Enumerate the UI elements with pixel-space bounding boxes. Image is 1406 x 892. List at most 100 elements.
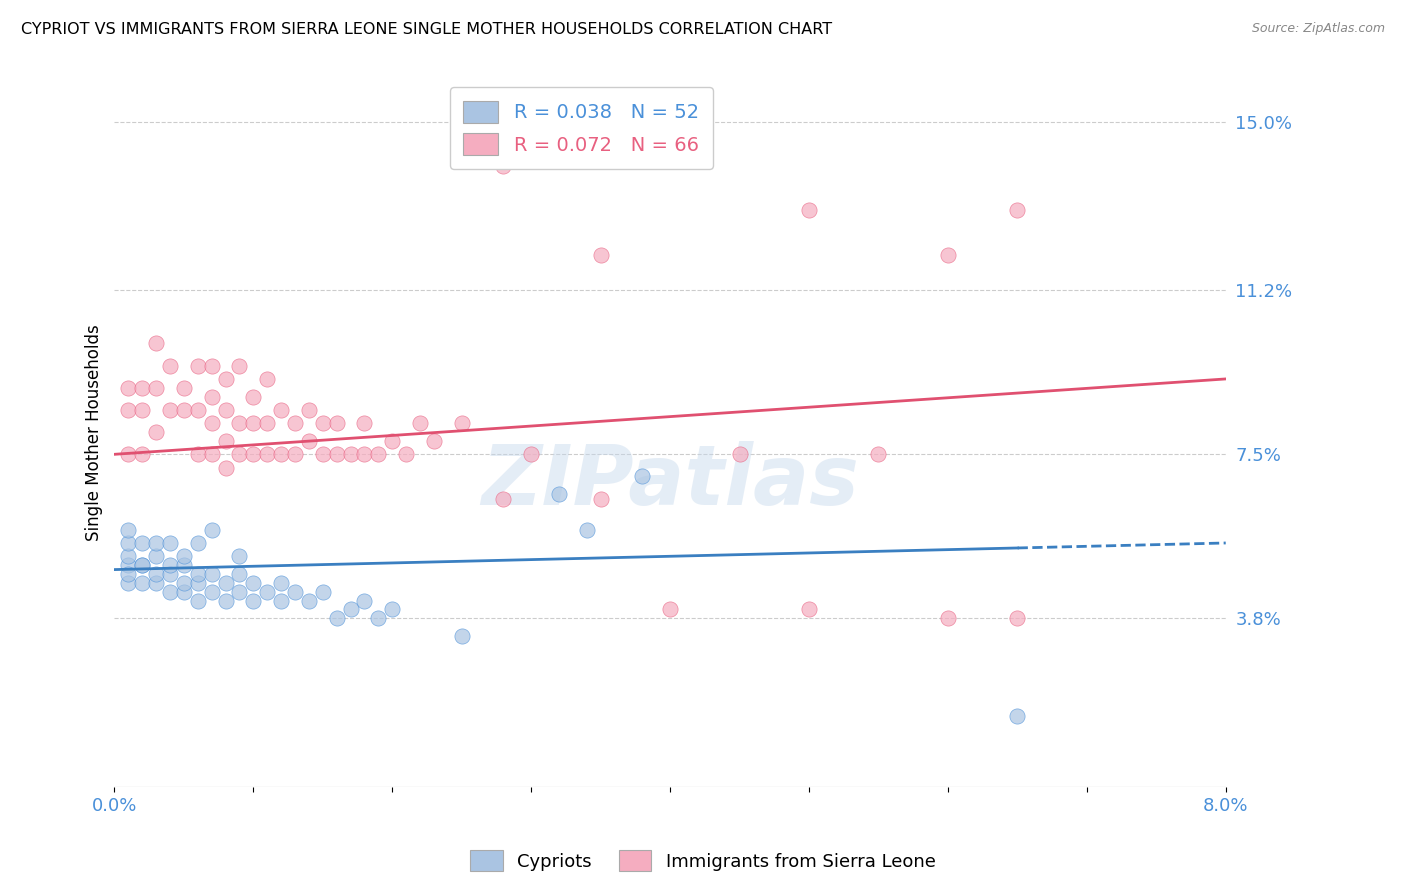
Point (284, 447, 307, 461)
Point (173, 575, 195, 590)
Point (367, 611, 389, 625)
Point (270, 447, 292, 461)
Point (450, 629, 472, 643)
Point (520, 447, 543, 461)
Point (339, 602, 361, 616)
Point (256, 584, 278, 599)
Point (228, 359, 250, 373)
Point (187, 593, 209, 607)
Point (117, 549, 139, 564)
Point (1007, 709, 1029, 723)
Point (159, 403, 181, 417)
Point (395, 447, 418, 461)
Point (381, 602, 404, 616)
Point (353, 417, 375, 431)
Point (173, 381, 195, 395)
Point (145, 567, 167, 582)
Point (117, 403, 139, 417)
Point (228, 447, 250, 461)
Point (145, 536, 167, 550)
Point (1007, 203, 1029, 218)
Point (450, 417, 472, 431)
Point (117, 558, 139, 573)
Point (325, 417, 347, 431)
Point (631, 469, 654, 483)
Point (228, 417, 250, 431)
Point (312, 447, 335, 461)
Point (353, 593, 375, 607)
Point (325, 447, 347, 461)
Point (173, 584, 195, 599)
Point (145, 575, 167, 590)
Point (339, 447, 361, 461)
Point (214, 372, 236, 386)
Point (797, 602, 820, 616)
Point (728, 447, 751, 461)
Point (423, 434, 446, 448)
Point (131, 403, 153, 417)
Point (1007, 611, 1029, 625)
Point (187, 359, 209, 373)
Point (228, 567, 250, 582)
Point (367, 447, 389, 461)
Point (270, 593, 292, 607)
Point (159, 359, 181, 373)
Point (936, 611, 959, 625)
Point (284, 584, 307, 599)
Point (117, 523, 139, 537)
Point (117, 381, 139, 395)
Point (936, 248, 959, 262)
Point (173, 549, 195, 564)
Point (201, 567, 224, 582)
Point (131, 575, 153, 590)
Point (312, 417, 335, 431)
Point (242, 575, 264, 590)
Point (214, 460, 236, 475)
Point (325, 611, 347, 625)
Point (270, 575, 292, 590)
Point (214, 593, 236, 607)
Point (242, 593, 264, 607)
Point (201, 584, 224, 599)
Point (548, 487, 571, 501)
Point (242, 447, 264, 461)
Point (187, 536, 209, 550)
Point (409, 417, 432, 431)
Point (117, 567, 139, 582)
Point (228, 549, 250, 564)
Text: Source: ZipAtlas.com: Source: ZipAtlas.com (1251, 22, 1385, 36)
Point (131, 558, 153, 573)
Point (145, 425, 167, 439)
Point (256, 372, 278, 386)
Point (117, 447, 139, 461)
Point (187, 403, 209, 417)
Point (201, 447, 224, 461)
Point (256, 417, 278, 431)
Point (868, 447, 890, 461)
Point (131, 447, 153, 461)
Point (298, 593, 321, 607)
Point (131, 381, 153, 395)
Text: CYPRIOT VS IMMIGRANTS FROM SIERRA LEONE SINGLE MOTHER HOUSEHOLDS CORRELATION CHA: CYPRIOT VS IMMIGRANTS FROM SIERRA LEONE … (21, 22, 832, 37)
Point (145, 381, 167, 395)
Point (117, 536, 139, 550)
Point (589, 248, 612, 262)
Y-axis label: Single Mother Households: Single Mother Households (86, 324, 103, 541)
Point (242, 417, 264, 431)
Point (159, 567, 181, 582)
Point (173, 403, 195, 417)
Legend: Cypriots, Immigrants from Sierra Leone: Cypriots, Immigrants from Sierra Leone (463, 843, 943, 879)
Text: ZIPatlas: ZIPatlas (481, 442, 859, 523)
Point (228, 584, 250, 599)
Point (131, 536, 153, 550)
Point (381, 434, 404, 448)
Point (131, 558, 153, 573)
Point (187, 447, 209, 461)
Point (492, 491, 515, 506)
Point (117, 575, 139, 590)
Point (201, 417, 224, 431)
Point (659, 602, 682, 616)
Point (201, 390, 224, 404)
Point (242, 390, 264, 404)
Point (298, 434, 321, 448)
